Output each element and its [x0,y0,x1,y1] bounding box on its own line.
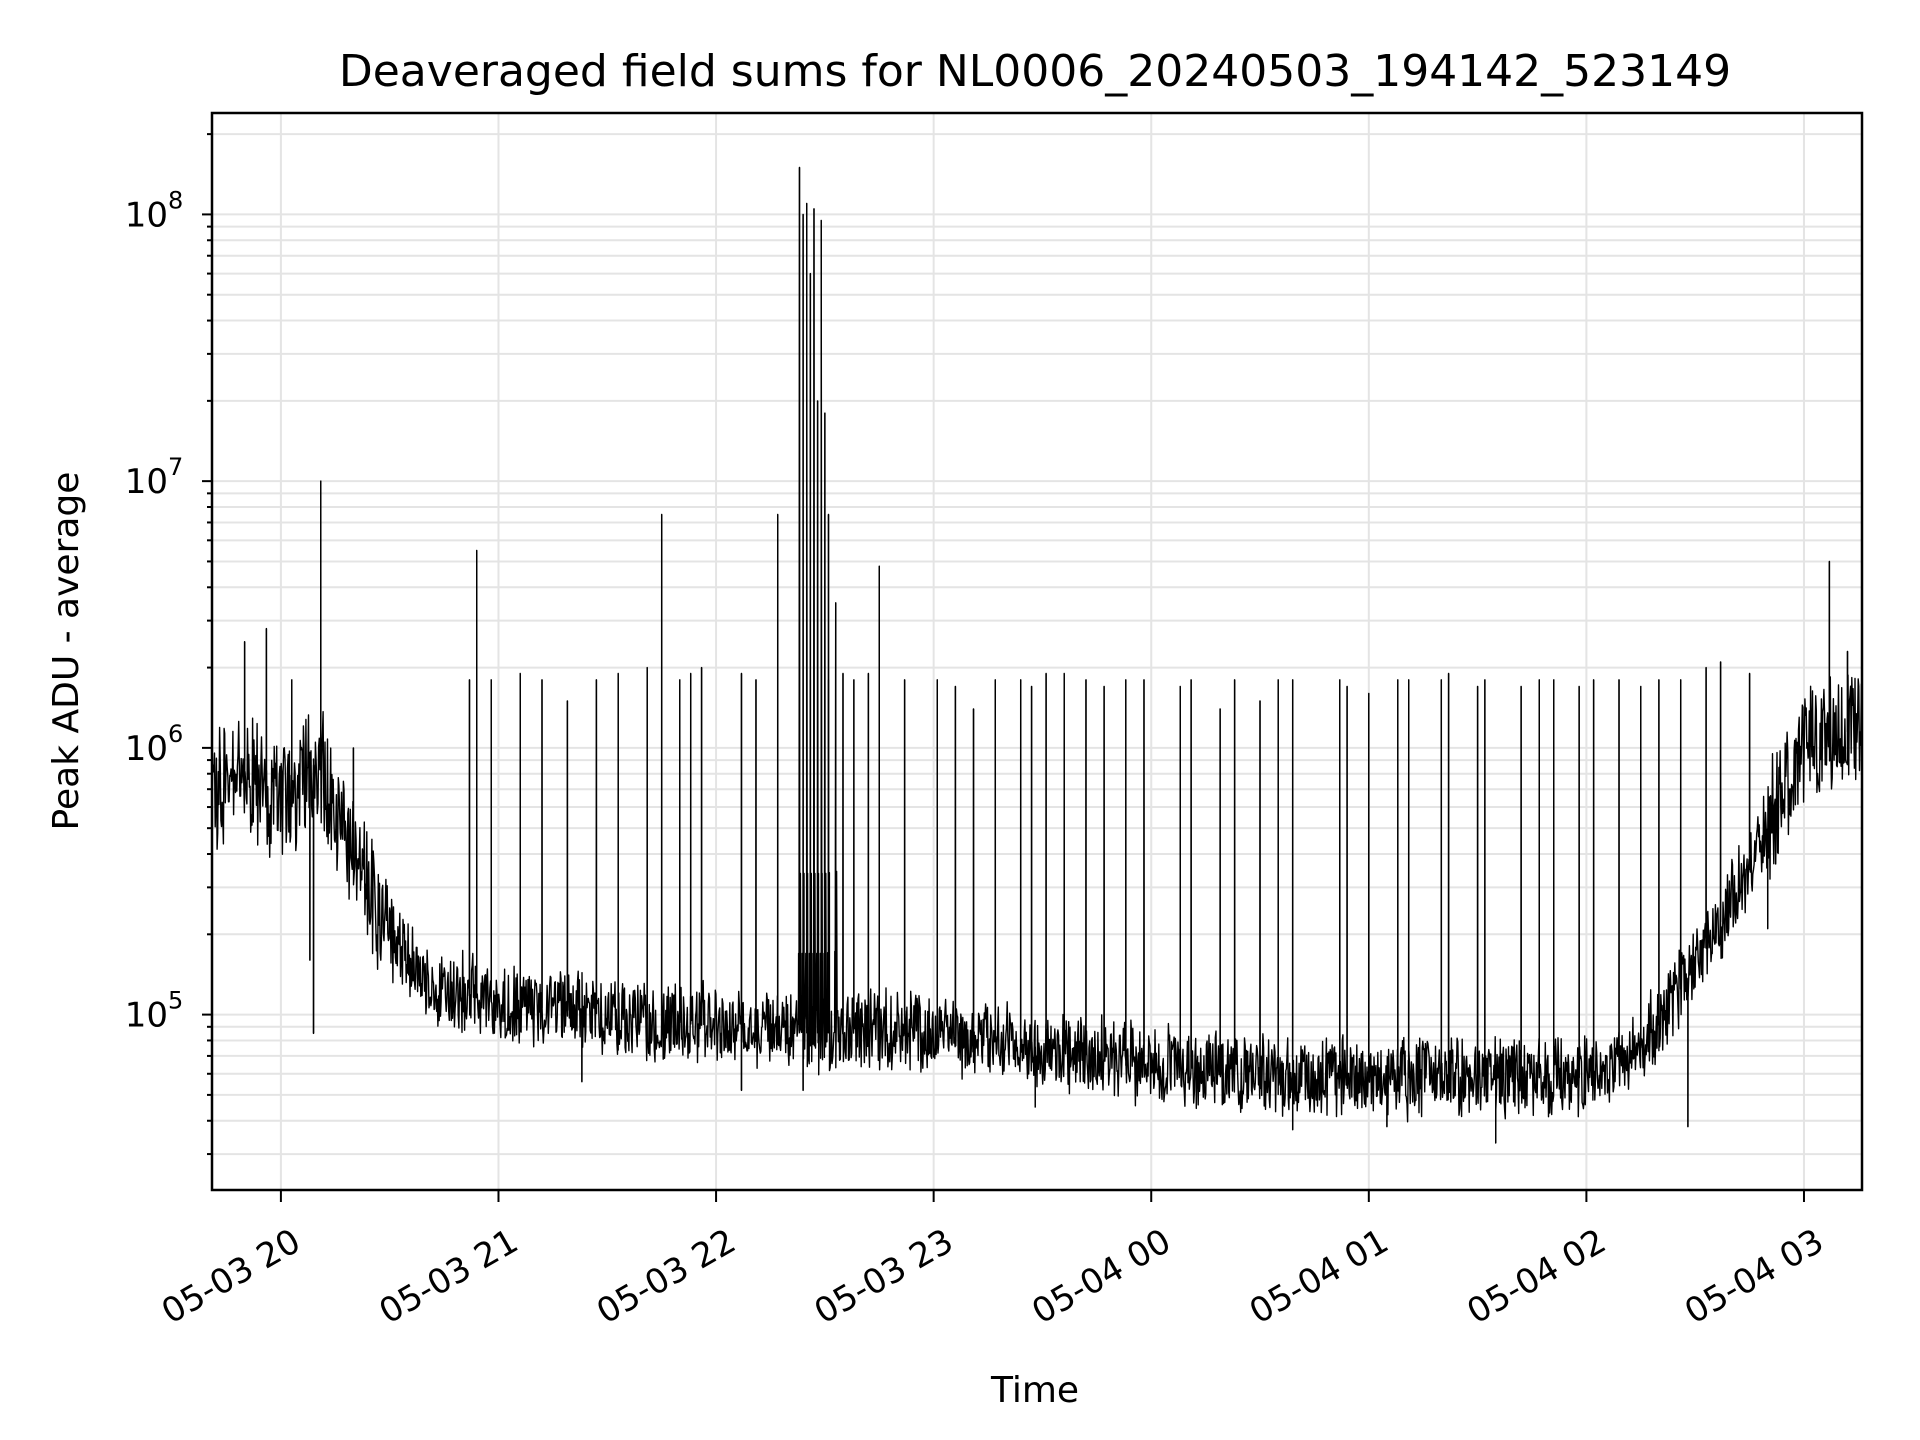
y-tick-label: 10 [125,462,168,502]
y-axis-label: Peak ADU - average [46,472,87,831]
y-tick-exponent: 7 [168,453,183,481]
y-tick-exponent: 5 [168,987,183,1015]
series-line [211,166,1863,1144]
y-tick-exponent: 8 [168,186,183,214]
x-axis-label: Time [990,1370,1079,1411]
series-peak-adu [211,166,1863,1144]
y-tick-exponent: 6 [168,720,183,748]
y-tick-label: 10 [125,996,168,1036]
y-tick-label: 10 [125,195,168,235]
chart-title: Deaveraged field sums for NL0006_2024050… [339,46,1731,97]
plot-area-frame [210,111,1864,1192]
y-tick-label: 10 [125,729,168,769]
